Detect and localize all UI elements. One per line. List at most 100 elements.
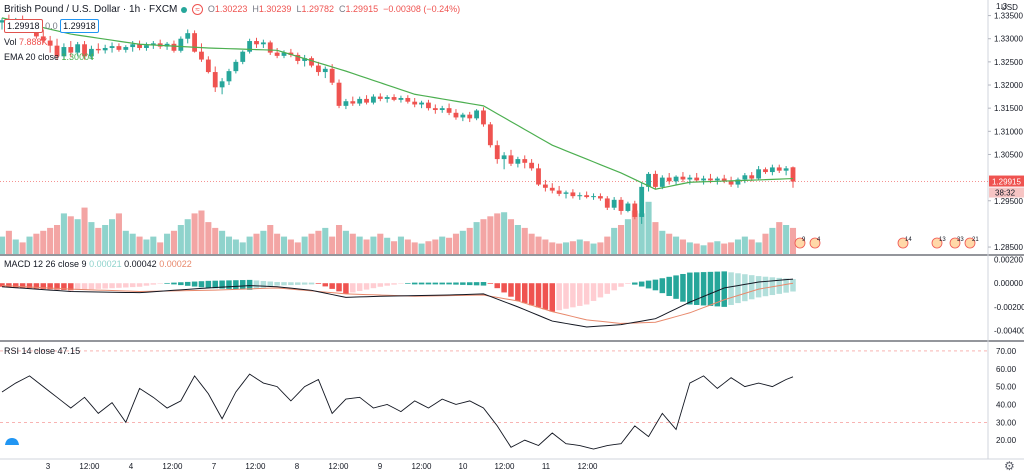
volume-bar xyxy=(562,242,570,254)
candle-body xyxy=(426,102,431,109)
macd-histogram-bar xyxy=(191,281,198,287)
macd-histogram-bar xyxy=(583,283,590,305)
volume-bar xyxy=(335,225,343,254)
volume-bar xyxy=(157,242,164,254)
volume-bar xyxy=(115,213,122,254)
rsi-tick-label: 70.00 xyxy=(996,347,1017,356)
macd-histogram-bar xyxy=(102,283,108,289)
volume-bar xyxy=(329,236,336,254)
volume-bar xyxy=(707,242,714,254)
candle-body xyxy=(790,167,796,182)
candle-body xyxy=(82,44,87,57)
countdown-label: 38:32 xyxy=(995,189,1016,198)
candle-body xyxy=(47,40,53,46)
macd-histogram-bar xyxy=(542,283,549,310)
volume-bar xyxy=(349,233,356,254)
candle-body xyxy=(783,168,789,171)
volume-bar xyxy=(666,233,673,254)
candle-body xyxy=(639,186,645,217)
event-flag-icon xyxy=(949,237,961,249)
macd-histogram-bar xyxy=(480,282,487,286)
volume-bar xyxy=(191,213,198,254)
macd-histogram-bar xyxy=(239,280,246,290)
volume-bar xyxy=(404,239,411,254)
rsi-tick-label: 60.00 xyxy=(996,365,1017,374)
volume-bar xyxy=(274,233,281,254)
spread-value: 0.0 xyxy=(45,21,58,31)
volume-bar xyxy=(370,236,377,254)
candle-body xyxy=(377,96,383,99)
macd-line-value: 0.00042 xyxy=(124,259,157,269)
macd-histogram-bar xyxy=(405,282,411,284)
volume-bar xyxy=(239,242,246,254)
volume-bar xyxy=(170,230,177,254)
price-tick-label: 1.31500 xyxy=(994,104,1023,113)
volume-bar xyxy=(549,242,556,254)
volume-bar xyxy=(81,207,88,254)
macd-histogram-bar xyxy=(446,282,452,285)
macd-histogram-bar xyxy=(260,280,267,288)
volume-bar xyxy=(576,239,583,254)
settings-gear-icon[interactable]: ⚙ xyxy=(1004,459,1015,473)
volume-bar xyxy=(136,236,143,254)
macd-histogram-bar xyxy=(95,283,102,289)
macd-histogram-bar xyxy=(659,278,666,294)
volume-bar xyxy=(624,219,631,254)
candle-body xyxy=(144,45,149,48)
macd-legend: MACD 12 26 close 9 0.00021 0.00042 0.000… xyxy=(4,258,192,270)
candle-body xyxy=(95,48,101,51)
candle-body xyxy=(130,44,136,48)
macd-histogram-bar xyxy=(143,283,150,286)
macd-histogram-bar xyxy=(714,271,721,307)
volume-value: 7.888K xyxy=(19,37,48,47)
volume-bar xyxy=(198,210,205,254)
candle-body xyxy=(288,52,294,55)
volume-bar xyxy=(287,239,294,254)
macd-histogram-bar xyxy=(707,271,714,306)
candle-body xyxy=(467,114,473,119)
volume-bar xyxy=(377,233,384,254)
buy-button[interactable]: 1.29918 xyxy=(60,19,99,33)
macd-histogram-bar xyxy=(460,282,466,285)
macd-histogram-bar xyxy=(281,282,287,286)
macd-histogram-bar xyxy=(61,283,67,290)
volume-bar xyxy=(693,243,700,254)
volume-bar xyxy=(363,239,370,254)
volume-bar xyxy=(177,225,184,254)
volume-bar xyxy=(597,242,604,254)
macd-histogram-bar xyxy=(721,271,727,307)
candle-body xyxy=(281,52,287,56)
low-value: 1.29782 xyxy=(301,4,335,14)
volume-bar xyxy=(391,241,398,254)
rsi-tick-label: 20.00 xyxy=(996,436,1017,445)
macd-histogram-bar xyxy=(13,283,19,288)
macd-histogram-bar xyxy=(439,282,445,285)
candle-body xyxy=(75,44,81,53)
volume-bar xyxy=(397,236,404,254)
events-icon[interactable]: ≈ xyxy=(192,4,203,15)
candle-body xyxy=(577,195,583,197)
time-tick-label: 12:00 xyxy=(328,462,349,471)
volume-bar xyxy=(459,230,466,254)
price-tick-label: 1.29500 xyxy=(994,197,1023,206)
macd-histogram-bar xyxy=(136,283,143,287)
price-tick-label: 1.28500 xyxy=(994,243,1023,252)
macd-histogram-bar xyxy=(68,283,74,291)
volume-bar xyxy=(12,239,19,254)
macd-histogram-bar xyxy=(549,283,556,312)
sell-button[interactable]: 1.29918 xyxy=(4,19,43,33)
macd-histogram-bar xyxy=(790,279,796,292)
volume-bar xyxy=(384,237,391,254)
macd-histogram-bar xyxy=(384,283,390,286)
volume-bar xyxy=(225,236,233,254)
volume-bar xyxy=(466,227,473,254)
candle-body xyxy=(598,196,603,199)
candle-body xyxy=(611,199,617,208)
close-value: 1.29915 xyxy=(345,4,379,14)
price-tick-label: 1.31000 xyxy=(994,127,1023,136)
price-tick-label: 1.30500 xyxy=(994,150,1023,159)
volume-bar xyxy=(432,239,439,254)
macd-line xyxy=(1,278,794,328)
macd-histogram-bar xyxy=(88,283,95,290)
